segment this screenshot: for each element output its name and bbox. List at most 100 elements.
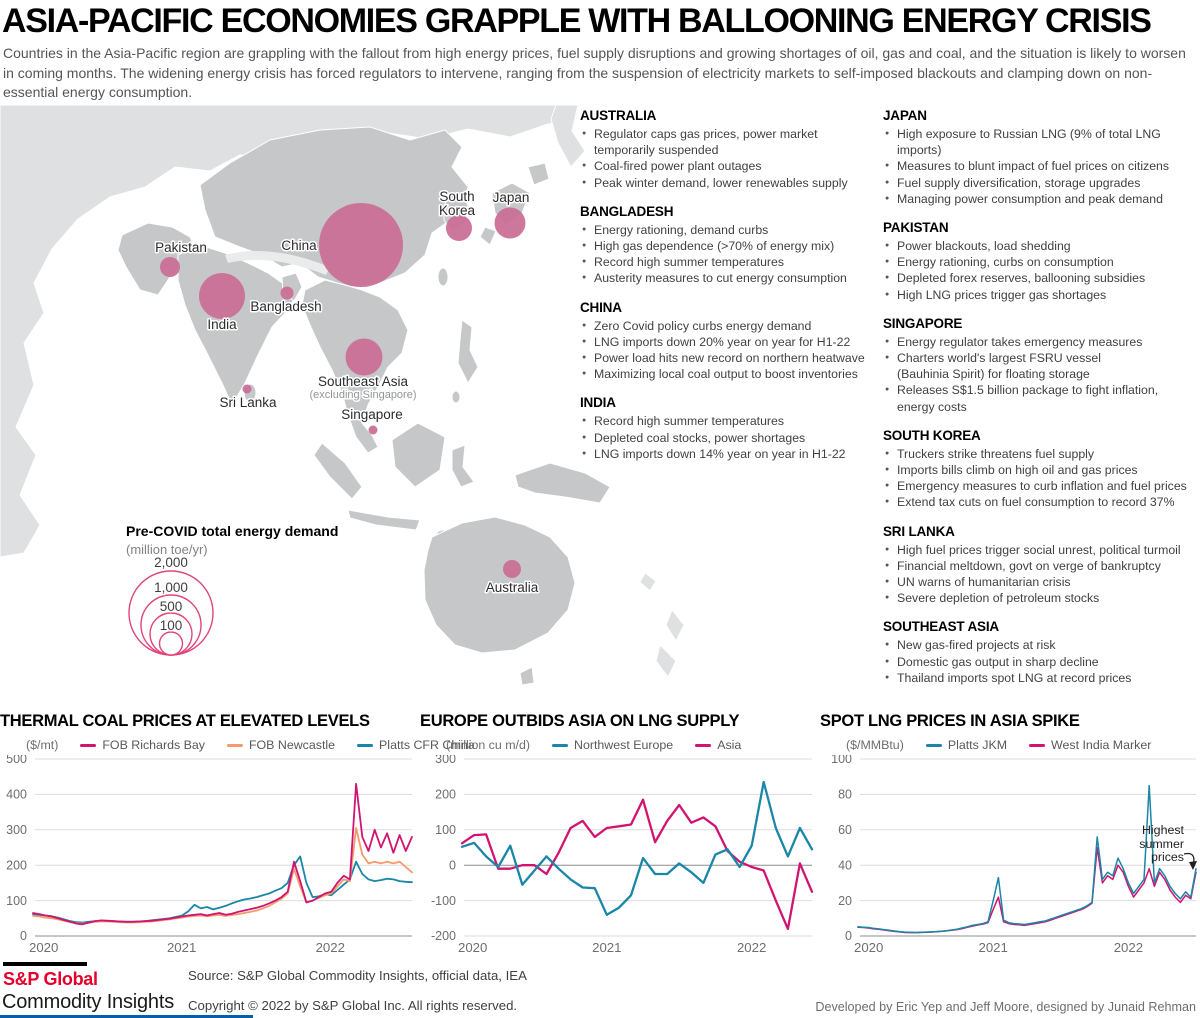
legend-item: Northwest Europe — [552, 738, 673, 752]
legend-label: Asia — [717, 738, 742, 752]
series-platts-jkm — [857, 784, 1197, 934]
svg-text:400: 400 — [6, 788, 27, 802]
country-bullet-list: Power blackouts, load sheddingEnergy rat… — [883, 238, 1200, 303]
legend-label: FOB Newcastle — [248, 738, 336, 752]
country-bullet-list: Regulator caps gas prices, power market … — [580, 126, 876, 191]
country-bullet: Severe depletion of petroleum stocks — [883, 590, 1200, 606]
chart-plot: 0 100 200 300 400 500 2020 2021 2022 — [6, 755, 413, 955]
legend-swatch — [695, 743, 712, 747]
country-bullet: High gas dependence (>70% of energy mix) — [580, 238, 876, 254]
svg-text:2020: 2020 — [458, 940, 487, 955]
chart-legend: ($/mt) FOB Richards Bay FOB Newcastle Platt… — [0, 737, 475, 753]
legend-ring-100 — [158, 631, 184, 656]
svg-text:100: 100 — [435, 823, 456, 837]
credit-text: Developed by Eric Yep and Jeff Moore, de… — [815, 1000, 1196, 1014]
country-bullet: Charters world's largest FSRU vessel (Ba… — [883, 350, 1200, 382]
country-heading: SOUTH KOREA — [883, 427, 981, 443]
map-label-singapore: Singapore — [341, 407, 403, 422]
chart-unit: (million cu m/d) — [446, 738, 530, 752]
map-label-australia: Australia — [486, 580, 539, 595]
country-bullet: Regulator caps gas prices, power market … — [580, 126, 876, 158]
svg-text:0: 0 — [845, 929, 852, 943]
svg-text:2021: 2021 — [979, 940, 1008, 955]
legend-item: Platts JKM — [925, 738, 1008, 752]
svg-text:2022: 2022 — [316, 940, 345, 955]
legend-ring-label: 1,000 — [154, 580, 188, 595]
legend-label: West India Marker — [1051, 738, 1152, 752]
country-section-south-korea: SOUTH KOREA Truckers strike threatens fue… — [883, 428, 1200, 511]
country-column-2: JAPAN High exposure to Russian LNG (9% of… — [883, 108, 1200, 699]
map-legend-unit: (million toe/yr) — [126, 542, 208, 557]
country-heading: SRI LANKA — [883, 523, 955, 539]
country-section-southeast-asia: SOUTHEAST ASIA New gas-fired projects at … — [883, 619, 1200, 686]
legend-item: FOB Richards Bay — [80, 738, 205, 752]
bubble-sri-lanka — [242, 384, 252, 394]
svg-text:60: 60 — [838, 823, 852, 837]
svg-text:0: 0 — [20, 929, 27, 943]
legend-ring-label: 2,000 — [154, 555, 188, 570]
country-column-1: AUSTRALIA Regulator caps gas prices, powe… — [580, 108, 876, 475]
country-section-singapore: SINGAPORE Energy regulator takes emergenc… — [883, 316, 1200, 415]
svg-text:-100: -100 — [431, 894, 456, 908]
country-bullet: Measures to blunt impact of fuel prices … — [883, 158, 1200, 174]
legend-label: Platts JKM — [947, 738, 1008, 752]
bubble-pakistan — [160, 257, 180, 277]
legend-swatch — [80, 743, 97, 747]
legend-label: FOB Richards Bay — [102, 738, 205, 752]
legend-label: Northwest Europe — [574, 738, 674, 752]
map-label-south-korea: Korea — [439, 203, 476, 218]
country-bullet: High exposure to Russian LNG (9% of tota… — [883, 126, 1200, 158]
svg-text:2021: 2021 — [592, 940, 621, 955]
country-bullet-list: Record high summer temperaturesDepleted … — [580, 413, 876, 462]
country-bullet: Power load hits new record on northern h… — [580, 350, 876, 366]
legend-ring-label: 500 — [160, 599, 183, 614]
country-bullet: Record high summer temperatures — [580, 413, 876, 429]
country-bullet: High fuel prices trigger social unrest, … — [883, 542, 1200, 558]
map-label-sri-lanka: Sri Lanka — [219, 395, 277, 410]
svg-text:200: 200 — [435, 788, 456, 802]
chart-2: SPOT LNG PRICES IN ASIA SPIKE ($/MMBtu) Pl… — [820, 712, 1200, 982]
bubble-singapore — [368, 425, 378, 435]
svg-text:2020: 2020 — [29, 940, 58, 955]
country-heading: AUSTRALIA — [580, 108, 657, 123]
chart-title: THERMAL COAL PRICES AT ELEVATED LEVELS — [0, 712, 370, 730]
country-bullet: LNG imports down 20% year on year for H1… — [580, 334, 876, 350]
svg-text:300: 300 — [6, 823, 27, 837]
country-section-japan: JAPAN High exposure to Russian LNG (9% of… — [883, 108, 1200, 207]
bubble-australia — [503, 560, 521, 578]
svg-text:100: 100 — [6, 894, 27, 908]
svg-text:40: 40 — [838, 858, 852, 872]
svg-text:2022: 2022 — [737, 940, 766, 955]
chart-0: THERMAL COAL PRICES AT ELEVATED LEVELS ($… — [0, 712, 475, 982]
country-bullet: Financial meltdown, govt on verge of ban… — [883, 558, 1200, 574]
country-bullet-list: High exposure to Russian LNG (9% of tota… — [883, 126, 1200, 207]
country-bullet: Truckers strike threatens fuel supply — [883, 446, 1200, 462]
chart-plot: -200 -100 0 100 200 300 2020 2021 2022 — [431, 755, 814, 955]
chart-plot: 0 20 40 60 80 100 2020 2021 2022 — [831, 755, 1197, 955]
country-bullet: Emergency measures to curb inflation and… — [883, 478, 1200, 494]
map-label-bangladesh: Bangladesh — [250, 299, 321, 314]
country-heading: SOUTHEAST ASIA — [883, 619, 999, 635]
country-section-bangladesh: BANGLADESH Energy rationing, demand curbs… — [580, 204, 876, 287]
country-section-sri-lanka: SRI LANKA High fuel prices trigger social… — [883, 524, 1200, 607]
country-bullet-list: Truckers strike threatens fuel supplyImp… — [883, 446, 1200, 511]
legend-swatch — [226, 743, 243, 747]
bubble-south-korea — [446, 215, 472, 241]
map-label-southeast-asia: Southeast Asia — [318, 374, 409, 389]
bubble-china — [319, 203, 403, 287]
series-northwest-europe — [460, 780, 814, 916]
map-landmasses — [0, 105, 685, 686]
chart-legend: ($/MMBtu) Platts JKM West India Marker — [820, 737, 1200, 753]
country-bullet: UN warns of humanitarian crisis — [883, 574, 1200, 590]
chart-annotation-line: prices — [1150, 850, 1184, 864]
legend-swatch — [925, 743, 942, 747]
legend-label: Platts CFR China — [379, 738, 475, 752]
bubble-bangladesh — [280, 286, 294, 300]
country-bullet: Managing power consumption and peak dema… — [883, 191, 1200, 207]
legend-item: Platts CFR China — [357, 738, 475, 752]
sp-global-logo: S&P Global — [3, 969, 98, 989]
country-bullet: Imports bills climb on high oil and gas … — [883, 462, 1200, 478]
map-label-south-korea: South — [439, 189, 474, 204]
